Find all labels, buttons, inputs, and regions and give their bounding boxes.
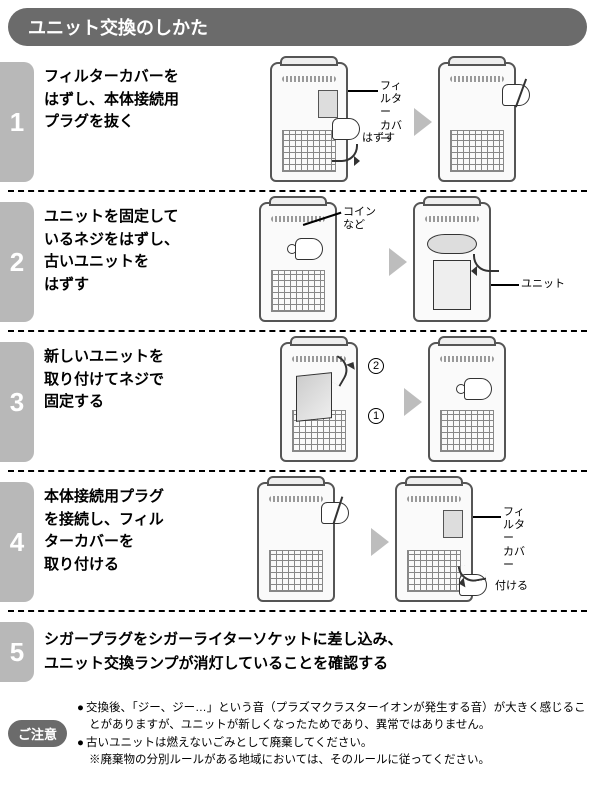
- step-illustrations: コイン など ユニット: [199, 202, 587, 322]
- arrow-icon: [414, 108, 432, 136]
- notice-item: 古いユニットは燃えないごみとして廃棄してください。: [77, 735, 587, 752]
- step-number: 4: [0, 482, 34, 602]
- notice-text: 交換後、「ジー、ジー…」という音（プラズマクラスターイオンが発生する音）が大きく…: [77, 700, 587, 769]
- notice-subtext: ※廃棄物の分別ルールがある地域においては、そのルールに従ってください。: [77, 752, 587, 769]
- step-text: フィルターカバーを はずし、本体接続用 プラグを抜く: [44, 62, 199, 134]
- notice-item: 交換後、「ジー、ジー…」という音（プラズマクラスターイオンが発生する音）が大きく…: [77, 700, 587, 735]
- step-illustrations: 2 1: [199, 342, 587, 462]
- step-text: ユニットを固定して いるネジをはずし、 古いユニットを はずす: [44, 202, 199, 296]
- step-3: 3 新しいユニットを 取り付けてネジで 固定する 2 1: [8, 338, 587, 472]
- step-number: 1: [0, 62, 34, 182]
- label-filter-cover: フィルター カバー: [503, 506, 529, 572]
- step-illustrations: フィルター カバー 付ける: [199, 482, 587, 602]
- step-illustrations: フィルター カバー はずす: [199, 62, 587, 182]
- label-remove: はずす: [362, 132, 395, 145]
- step-2: 2 ユニットを固定して いるネジをはずし、 古いユニットを はずす コイン など: [8, 198, 587, 332]
- step-text: 本体接続用プラグ を接続し、フィル ターカバーを 取り付ける: [44, 482, 199, 576]
- step-1: 1 フィルターカバーを はずし、本体接続用 プラグを抜く フィルター カバー は…: [8, 58, 587, 192]
- label-unit: ユニット: [521, 278, 565, 291]
- notice-badge: ご注意: [8, 720, 67, 747]
- circle-number-2: 2: [368, 358, 384, 374]
- circle-number-1: 1: [368, 408, 384, 424]
- label-coin: コイン など: [343, 206, 376, 232]
- arrow-icon: [371, 528, 389, 556]
- step-number: 2: [0, 202, 34, 322]
- step-text: シガープラグをシガーライターソケットに差し込み、 ユニット交換ランプが消灯してい…: [44, 622, 403, 682]
- step-4: 4 本体接続用プラグ を接続し、フィル ターカバーを 取り付ける: [8, 478, 587, 612]
- step-text: 新しいユニットを 取り付けてネジで 固定する: [44, 342, 199, 414]
- step-5: 5 シガープラグをシガーライターソケットに差し込み、 ユニット交換ランプが消灯し…: [8, 618, 587, 690]
- label-attach: 付ける: [495, 580, 528, 593]
- step-number: 3: [0, 342, 34, 462]
- arrow-icon: [404, 388, 422, 416]
- section-title: ユニット交換のしかた: [8, 8, 587, 46]
- arrow-icon: [389, 248, 407, 276]
- step-number: 5: [0, 622, 34, 682]
- notice-box: ご注意 交換後、「ジー、ジー…」という音（プラズマクラスターイオンが発生する音）…: [8, 700, 587, 769]
